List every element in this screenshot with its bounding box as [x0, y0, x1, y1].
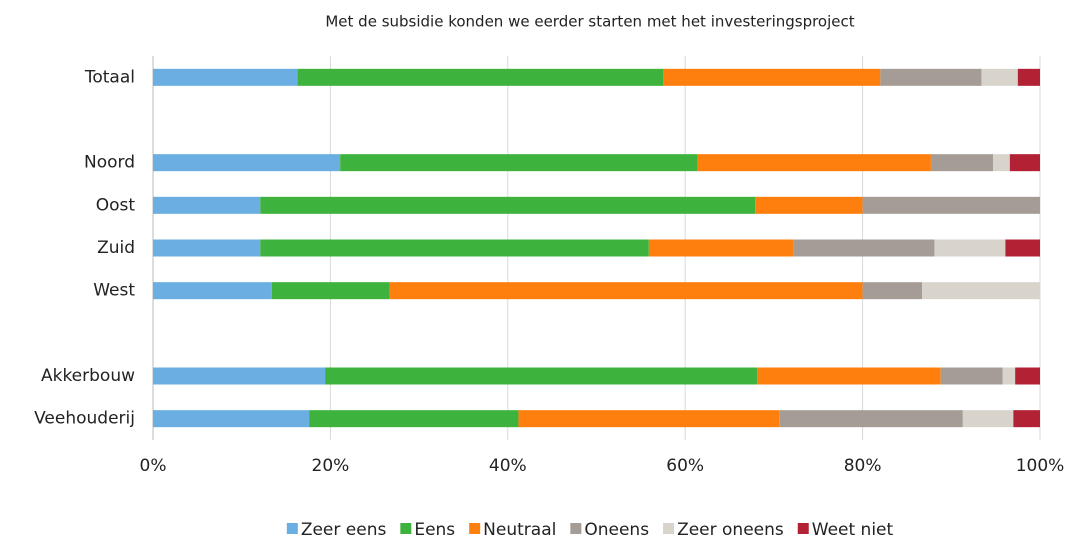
- bar-segment: [297, 68, 664, 86]
- x-tick-label: 40%: [489, 456, 527, 476]
- chart-title: Met de subsidie konden we eerder starten…: [325, 13, 854, 31]
- bar-segment: [992, 154, 1010, 172]
- bar-segment: [260, 239, 649, 257]
- legend-swatch: [286, 523, 298, 534]
- bar-segment: [1013, 410, 1040, 428]
- bar-segment: [697, 154, 931, 172]
- bar-segment: [663, 68, 881, 86]
- x-tick-label: 60%: [666, 456, 704, 476]
- bar-segment: [153, 239, 261, 257]
- bar-segment: [1002, 367, 1016, 385]
- bar-segment: [755, 196, 863, 214]
- bar-segment: [271, 282, 390, 300]
- bar-segment: [153, 282, 272, 300]
- legend-label: Eens: [414, 520, 455, 540]
- bar-segment: [1009, 154, 1040, 172]
- bar-segment: [340, 154, 698, 172]
- legend-swatch: [797, 523, 809, 534]
- y-tick-label: Akkerbouw: [41, 366, 135, 386]
- bar-segment: [880, 68, 982, 86]
- bar-segment: [930, 154, 993, 172]
- legend-swatch: [663, 523, 675, 534]
- bar-segment: [153, 154, 341, 172]
- legend-label: Oneens: [584, 520, 649, 540]
- bar-segment: [1005, 239, 1040, 257]
- y-tick-label: Noord: [84, 153, 135, 173]
- legend-swatch: [400, 523, 412, 534]
- bar-segment: [934, 239, 1006, 257]
- bar-segment: [518, 410, 780, 428]
- y-tick-label: Veehouderij: [34, 409, 135, 429]
- legend-label: Zeer oneens: [677, 520, 784, 540]
- bar-segment: [260, 196, 756, 214]
- x-tick-label: 20%: [312, 456, 350, 476]
- legend-label: Zeer eens: [301, 520, 387, 540]
- y-tick-label: Oost: [96, 195, 136, 215]
- legend-swatch: [469, 523, 481, 534]
- x-tick-label: 0%: [140, 456, 167, 476]
- bar-segment: [757, 367, 941, 385]
- bar-segment: [648, 239, 794, 257]
- bar-segment: [325, 367, 758, 385]
- y-tick-label: Totaal: [84, 67, 135, 87]
- bar-segment: [862, 196, 1040, 214]
- y-tick-label: West: [93, 281, 135, 301]
- bar-segment: [981, 68, 1018, 86]
- y-tick-label: Zuid: [97, 238, 135, 258]
- legend-label: Weet niet: [812, 520, 894, 540]
- bar-segment: [153, 367, 326, 385]
- bar-segment: [389, 282, 863, 300]
- bar-segment: [940, 367, 1003, 385]
- bar-segment: [1017, 68, 1040, 86]
- legend-swatch: [570, 523, 582, 534]
- bar-segment: [309, 410, 519, 428]
- bar-segment: [153, 410, 310, 428]
- bar-segment: [793, 239, 935, 257]
- bar-segment: [862, 282, 923, 300]
- x-tick-label: 80%: [844, 456, 882, 476]
- x-tick-label: 100%: [1016, 456, 1065, 476]
- bar-segment: [1015, 367, 1040, 385]
- bar-segment: [779, 410, 963, 428]
- bar-segment: [962, 410, 1014, 428]
- bar-segment: [153, 68, 298, 86]
- bar-segment: [153, 196, 261, 214]
- bar-segment: [922, 282, 1040, 300]
- legend-label: Neutraal: [483, 520, 556, 540]
